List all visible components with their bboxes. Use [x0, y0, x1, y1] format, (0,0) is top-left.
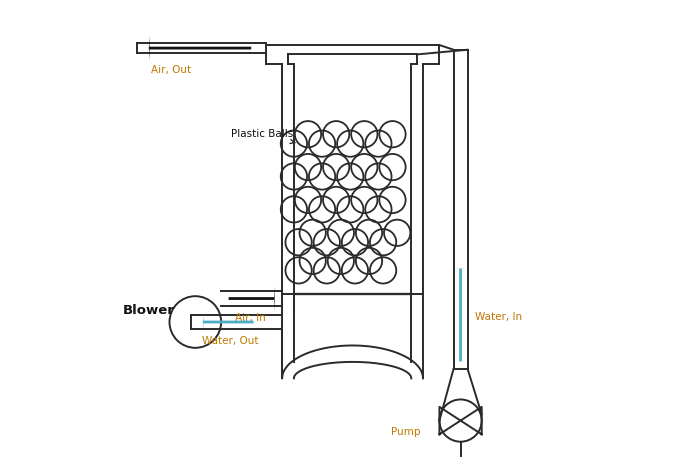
- Text: Water, In: Water, In: [475, 312, 522, 323]
- Text: Water, Out: Water, Out: [202, 336, 259, 346]
- Text: Air, Out: Air, Out: [151, 65, 191, 75]
- Text: Plastic Balls: Plastic Balls: [231, 129, 295, 143]
- Text: Air, In: Air, In: [235, 313, 266, 323]
- Text: Pump: Pump: [391, 428, 420, 437]
- Text: Blower: Blower: [123, 304, 175, 317]
